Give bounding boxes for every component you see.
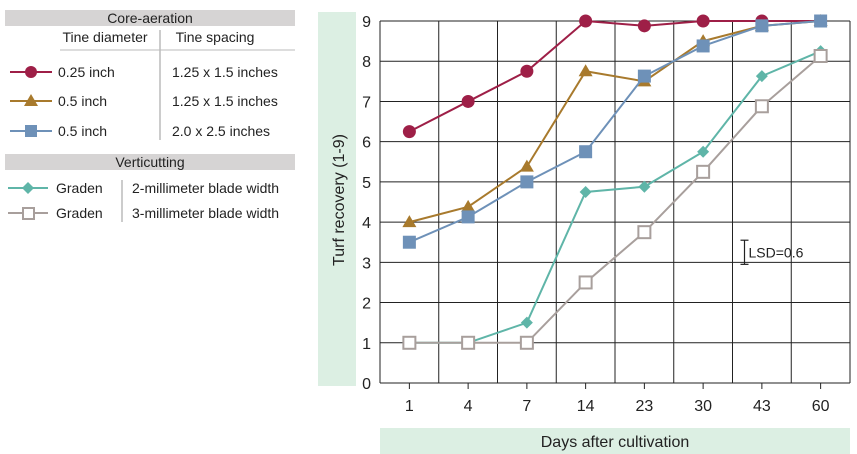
data-point-diamond xyxy=(579,185,592,198)
legend-diameter-1: 0.25 inch xyxy=(58,64,115,80)
data-point-square xyxy=(461,210,475,224)
data-point-open-square xyxy=(696,164,711,179)
legend-blade-2: 3-millimeter blade width xyxy=(132,205,279,221)
x-axis-label: Days after cultivation xyxy=(541,434,690,451)
data-point-open-square xyxy=(754,99,769,114)
legend: Core-aeration Tine diameter Tine spacing… xyxy=(0,0,300,230)
x-tick-label: 4 xyxy=(464,398,473,415)
circle-marker-icon xyxy=(25,66,37,78)
lsd-label: LSD=0.6 xyxy=(749,244,804,260)
diamond-marker-icon xyxy=(22,182,34,194)
open-square-marker-icon xyxy=(22,207,35,220)
x-tick-label: 7 xyxy=(522,398,531,415)
x-tick-label: 14 xyxy=(577,398,595,415)
data-point-triangle xyxy=(461,199,476,212)
data-point-square xyxy=(755,19,769,33)
col-spacing-header: Tine spacing xyxy=(176,29,255,45)
data-point-open-square xyxy=(578,275,593,290)
data-point-circle xyxy=(520,64,534,78)
legend-spacing-2: 1.25 x 1.5 inches xyxy=(172,93,278,109)
legend-spacing-1: 1.25 x 1.5 inches xyxy=(172,64,278,80)
aeration-title: Core-aeration xyxy=(107,10,193,26)
data-point-circle xyxy=(696,14,710,28)
x-tick-label: 23 xyxy=(635,398,653,415)
xlabel-panel xyxy=(380,428,850,454)
verticutting-title: Verticutting xyxy=(115,154,184,170)
data-point-circle xyxy=(402,125,416,139)
col-diameter-header: Tine diameter xyxy=(62,29,147,45)
legend-item-circle: 0.25 inch 1.25 x 1.5 inches xyxy=(10,64,278,80)
x-tick-label: 1 xyxy=(405,398,414,415)
data-point-triangle xyxy=(519,159,534,172)
lsd-annotation: LSD=0.6 xyxy=(740,239,804,265)
data-point-diamond xyxy=(520,316,533,329)
data-point-open-square xyxy=(461,335,476,350)
data-point-square xyxy=(814,14,828,28)
verticutting-header-bg xyxy=(5,154,295,170)
x-tick-label: 30 xyxy=(694,398,712,415)
legend-machine-2: Graden xyxy=(56,205,103,221)
legend-spacing-3: 2.0 x 2.5 inches xyxy=(172,123,270,139)
data-point-open-square xyxy=(519,335,534,350)
y-tick-label: 0 xyxy=(362,376,371,393)
y-tick-label: 5 xyxy=(362,175,371,192)
series-line-square xyxy=(408,20,821,244)
data-point-diamond xyxy=(638,180,651,193)
data-point-square xyxy=(402,235,416,249)
y-tick-label: 1 xyxy=(362,336,371,353)
x-tick-label: 60 xyxy=(812,398,830,415)
data-point-square xyxy=(579,145,593,159)
data-point-circle xyxy=(637,19,651,33)
legend-diameter-2: 0.5 inch xyxy=(58,93,107,109)
data-point-diamond xyxy=(697,145,710,158)
data-point-square xyxy=(637,69,651,83)
legend-blade-1: 2-millimeter blade width xyxy=(132,180,279,196)
series-square xyxy=(402,14,828,249)
legend-machine-1: Graden xyxy=(56,180,103,196)
square-marker-icon xyxy=(25,125,37,137)
triangle-marker-icon xyxy=(24,94,38,106)
series-line-diamond xyxy=(409,50,822,344)
legend-item-square: 0.5 inch 2.0 x 2.5 inches xyxy=(10,123,270,139)
legend-item-diamond: Graden 2-millimeter blade width xyxy=(8,180,279,196)
data-point-triangle xyxy=(402,215,417,228)
data-point-triangle xyxy=(578,64,593,77)
series-line-circle xyxy=(408,19,821,133)
y-tick-label: 4 xyxy=(362,215,371,232)
aeration-header-bg xyxy=(5,10,295,26)
data-point-open-square xyxy=(402,335,417,350)
legend-diameter-3: 0.5 inch xyxy=(58,123,107,139)
y-tick-label: 9 xyxy=(362,14,371,31)
data-point-open-square xyxy=(637,225,652,240)
data-point-circle xyxy=(461,94,475,108)
data-point-square xyxy=(696,39,710,53)
legend-item-triangle: 0.5 inch 1.25 x 1.5 inches xyxy=(10,93,278,109)
series xyxy=(402,14,828,350)
y-tick-label: 7 xyxy=(362,94,371,111)
x-tick-label: 43 xyxy=(753,398,771,415)
data-point-open-square xyxy=(813,48,828,63)
y-axis-label: Turf recovery (1-9) xyxy=(331,134,348,266)
legend-item-open-square: Graden 3-millimeter blade width xyxy=(8,205,279,221)
series-line-open-square xyxy=(409,55,822,344)
y-tick-label: 6 xyxy=(362,135,371,152)
data-point-circle xyxy=(579,14,593,28)
data-point-diamond xyxy=(755,70,768,83)
y-tick-label: 3 xyxy=(362,255,371,272)
y-tick-label: 8 xyxy=(362,54,371,71)
series-open-square xyxy=(402,48,828,350)
data-point-square xyxy=(520,175,534,189)
y-tick-label: 2 xyxy=(362,296,371,313)
ylabel-panel xyxy=(318,12,356,386)
